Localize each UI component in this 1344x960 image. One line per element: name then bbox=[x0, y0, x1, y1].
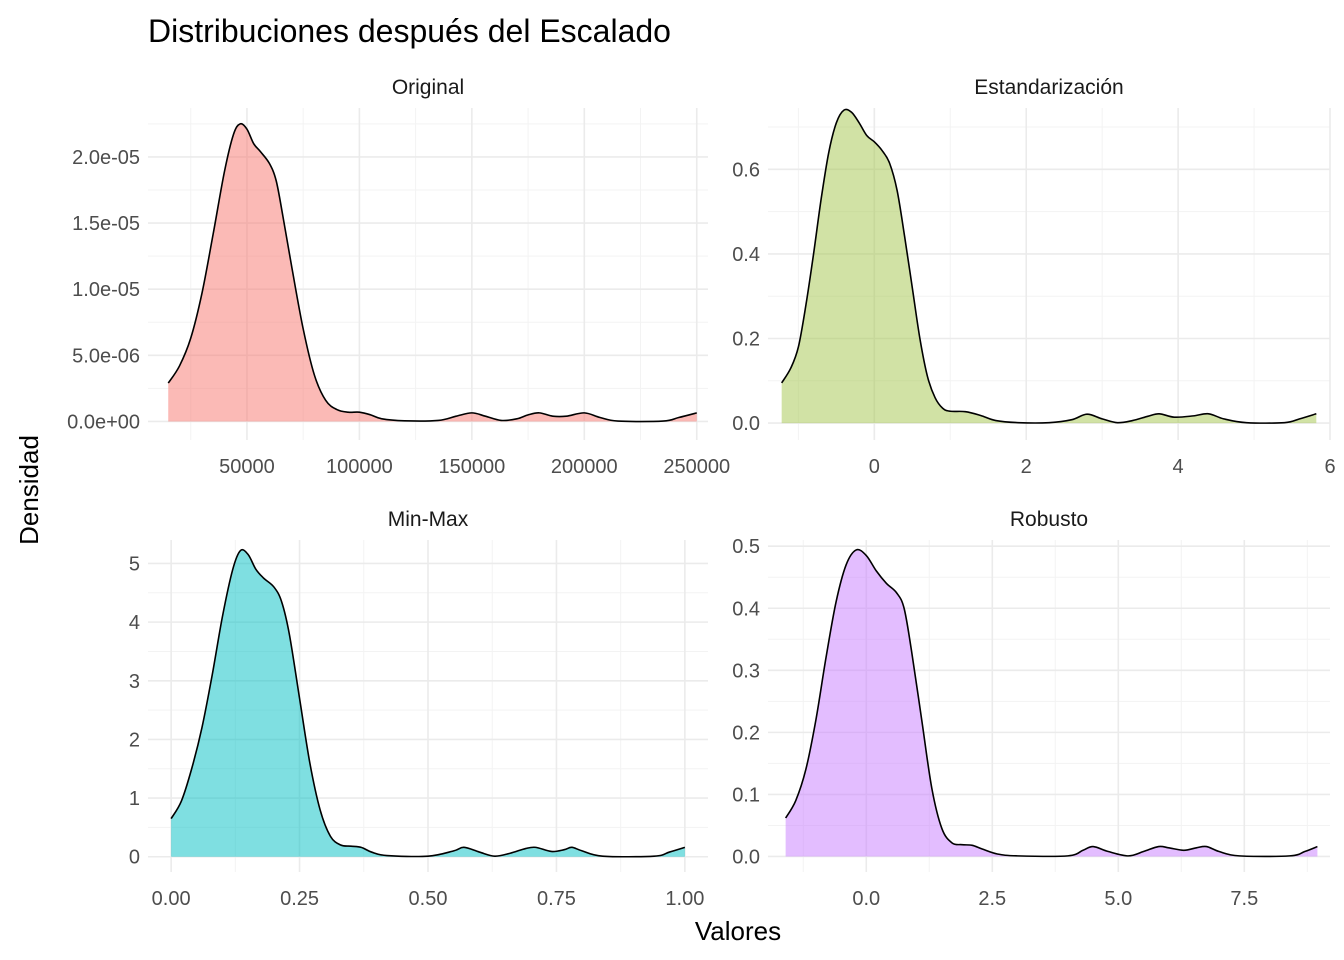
y-tick-label: 3 bbox=[129, 671, 140, 693]
density-curve-panel-1 bbox=[167, 122, 697, 423]
y-tick-label: 4 bbox=[129, 612, 140, 634]
y-tick-label: 0.5 bbox=[732, 536, 760, 558]
x-tick-label: 0.75 bbox=[537, 888, 576, 910]
density-area-panel-1 bbox=[168, 123, 697, 422]
x-tick-label: 1.00 bbox=[665, 888, 704, 910]
density-curve-panel-2 bbox=[780, 108, 1317, 424]
chart-title: Distribuciones después del Escalado bbox=[148, 13, 671, 49]
x-tick-label: 200000 bbox=[551, 456, 618, 478]
y-tick-label: 1.5e-05 bbox=[72, 213, 140, 235]
facet-title: Estandarización bbox=[974, 76, 1123, 99]
x-tick-label: 0.50 bbox=[409, 888, 448, 910]
facet-title: Original bbox=[392, 76, 464, 99]
x-tick-label: 7.5 bbox=[1230, 888, 1258, 910]
y-axis-title: Densidad bbox=[14, 435, 44, 545]
x-tick-label: 6 bbox=[1324, 456, 1335, 478]
y-tick-label: 5.0e-06 bbox=[72, 345, 140, 367]
facet-title: Min-Max bbox=[388, 508, 469, 531]
x-tick-label: 2 bbox=[1021, 456, 1032, 478]
y-tick-label: 5 bbox=[129, 553, 140, 575]
x-tick-label: 4 bbox=[1173, 456, 1184, 478]
y-tick-label: 2.0e-05 bbox=[72, 147, 140, 169]
x-tick-label: 5.0 bbox=[1104, 888, 1132, 910]
x-tick-label: 0.25 bbox=[280, 888, 319, 910]
facet-title: Robusto bbox=[1010, 508, 1088, 531]
y-tick-label: 0.4 bbox=[732, 598, 760, 620]
y-tick-label: 0 bbox=[129, 847, 140, 869]
x-tick-label: 0.00 bbox=[152, 888, 191, 910]
y-tick-label: 1 bbox=[129, 788, 140, 810]
density-area-panel-4 bbox=[785, 549, 1318, 857]
y-tick-label: 2 bbox=[129, 729, 140, 751]
x-tick-label: 150000 bbox=[438, 456, 505, 478]
y-tick-label: 0.0 bbox=[732, 846, 760, 868]
y-tick-label: 0.4 bbox=[732, 244, 760, 266]
x-tick-label: 0.0 bbox=[852, 888, 880, 910]
panel-3: Min-Max 0.00 0.25 0.50 0.75 1.00 0 1 2 3 4 5 bbox=[129, 508, 708, 910]
y-tick-label: 0.6 bbox=[732, 159, 760, 181]
x-tick-label: 2.5 bbox=[978, 888, 1006, 910]
x-tick-label: 250000 bbox=[663, 456, 730, 478]
y-tick-label: 0.1 bbox=[732, 784, 760, 806]
x-tick-label: 50000 bbox=[219, 456, 275, 478]
y-tick-label: 0.0 bbox=[732, 413, 760, 435]
y-tick-label: 0.3 bbox=[732, 660, 760, 682]
panel-1: Original 50000 100000 150000 200000 250000 0.0… bbox=[67, 76, 730, 478]
panel-2: Estandarización 0 2 4 6 0.0 0.2 0.4 0.6 bbox=[732, 76, 1335, 478]
panel-4: Robusto 0.0 2.5 5.0 7.5 0.0 0.1 0.2 0.3 0.4 0.5 bbox=[732, 508, 1330, 910]
x-tick-label: 100000 bbox=[326, 456, 393, 478]
x-tick-label: 0 bbox=[869, 456, 880, 478]
y-tick-label: 1.0e-05 bbox=[72, 279, 140, 301]
density-area-panel-3 bbox=[171, 549, 685, 857]
density-curve-panel-4 bbox=[784, 548, 1318, 858]
x-axis-title: Valores bbox=[695, 916, 781, 946]
density-area-panel-2 bbox=[781, 109, 1317, 424]
y-tick-label: 0.2 bbox=[732, 722, 760, 744]
density-curve-panel-3 bbox=[170, 548, 686, 858]
y-tick-label: 0.0e+00 bbox=[67, 411, 140, 433]
y-tick-label: 0.2 bbox=[732, 328, 760, 350]
